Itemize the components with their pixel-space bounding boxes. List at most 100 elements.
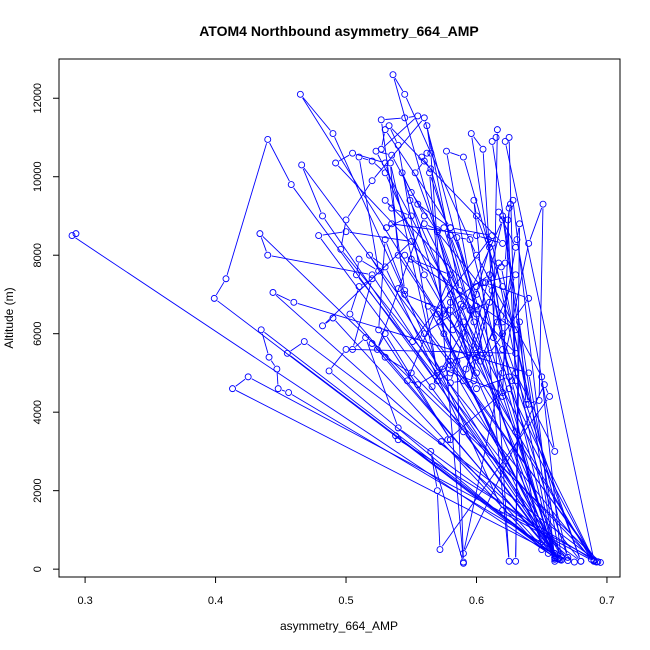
- data-point: [525, 400, 533, 408]
- x-tick-label: 0.3: [77, 595, 92, 607]
- data-point: [285, 389, 293, 397]
- series-line-segment: [519, 325, 527, 401]
- series-line-segment: [347, 183, 371, 217]
- data-point: [414, 112, 422, 120]
- data-point: [394, 285, 402, 293]
- series-line-segment: [420, 206, 448, 226]
- data-point: [473, 369, 480, 377]
- data-point: [377, 145, 385, 153]
- data-point: [388, 220, 396, 228]
- series-line-segment: [260, 237, 267, 252]
- series-line-segment: [481, 278, 515, 358]
- series-line-segment: [414, 260, 447, 274]
- y-tick-label: 12000: [32, 83, 44, 114]
- series-line-segment: [427, 308, 461, 332]
- data-point: [273, 365, 281, 373]
- data-point: [362, 334, 370, 342]
- series-line-segment: [215, 281, 225, 296]
- data-point: [525, 294, 533, 302]
- series-line-segment: [464, 388, 544, 551]
- series-line-segment: [366, 341, 398, 425]
- data-point: [401, 287, 409, 294]
- data-point: [453, 357, 461, 365]
- data-point: [373, 345, 381, 353]
- data-point: [466, 306, 474, 314]
- series-line-segment: [441, 305, 449, 319]
- data-point: [256, 230, 264, 238]
- data-point: [512, 349, 520, 357]
- series-line-segment: [529, 207, 543, 240]
- data-point: [355, 255, 363, 263]
- series-line-segment: [473, 136, 481, 147]
- data-point: [427, 149, 435, 157]
- data-point: [470, 318, 478, 326]
- series-line-segment: [427, 129, 431, 150]
- data-point: [486, 349, 493, 357]
- data-point: [381, 196, 389, 204]
- series-line-segment: [464, 325, 515, 429]
- data-point: [401, 90, 409, 98]
- series-line-segment: [261, 333, 269, 354]
- y-tick-label: 2000: [32, 478, 44, 502]
- data-point: [388, 151, 396, 159]
- series-line-segment: [480, 377, 506, 388]
- data-point: [446, 224, 454, 232]
- data-point: [300, 338, 308, 345]
- data-point: [499, 283, 507, 291]
- y-tick-label: 8000: [32, 243, 44, 267]
- series-line-segment: [264, 331, 556, 557]
- series-line-segment: [430, 157, 445, 330]
- data-point: [459, 559, 467, 567]
- y-axis: 0 2000 4000 6000 8000 10000 12000: [32, 83, 60, 572]
- y-tick-label: 0: [32, 566, 44, 572]
- series-line-segment: [350, 349, 512, 354]
- series-line-segment: [463, 247, 529, 550]
- data-point: [394, 436, 402, 444]
- x-tick-label: 0.4: [208, 595, 223, 607]
- data-point: [557, 556, 565, 564]
- series-line-segment: [512, 384, 555, 555]
- series-line-segment: [400, 258, 475, 370]
- data-point: [427, 447, 435, 455]
- series-line-segment: [410, 381, 415, 384]
- series-line-segment: [503, 376, 555, 558]
- series-line-segment: [405, 97, 476, 252]
- data-point: [377, 116, 385, 124]
- data-point: [287, 181, 295, 189]
- data-point: [368, 157, 376, 165]
- series-line-segment: [381, 133, 385, 146]
- series-line-segment: [251, 378, 591, 560]
- series-line-segment: [374, 163, 383, 171]
- y-tick-label: 10000: [32, 161, 44, 192]
- series-line-segment: [325, 320, 331, 324]
- data-point: [446, 271, 454, 279]
- data-point: [495, 208, 503, 216]
- data-point: [446, 436, 454, 444]
- data-point: [476, 357, 484, 365]
- data-point: [493, 318, 501, 326]
- data-point: [456, 287, 463, 294]
- data-point: [525, 239, 533, 247]
- data-point: [513, 236, 521, 243]
- series-line-segment: [517, 243, 555, 448]
- series-line-segment: [390, 129, 397, 142]
- data-point: [436, 318, 444, 326]
- data-point: [368, 271, 376, 279]
- data-point: [473, 291, 480, 298]
- plot-area: [68, 71, 604, 567]
- series-line-segment: [455, 323, 461, 328]
- series-line-segment: [383, 118, 416, 147]
- data-point: [479, 349, 487, 357]
- data-point: [423, 122, 431, 130]
- series-line-segment: [362, 157, 369, 161]
- data-point: [443, 147, 450, 155]
- data-point: [479, 279, 487, 287]
- data-point: [388, 204, 396, 212]
- data-point: [72, 230, 80, 238]
- series-line-segment: [356, 263, 359, 271]
- data-point: [446, 361, 454, 369]
- data-point: [319, 212, 326, 220]
- series-line-segment: [431, 455, 463, 560]
- series-line-segment: [359, 160, 379, 268]
- series-line-segment: [356, 153, 382, 163]
